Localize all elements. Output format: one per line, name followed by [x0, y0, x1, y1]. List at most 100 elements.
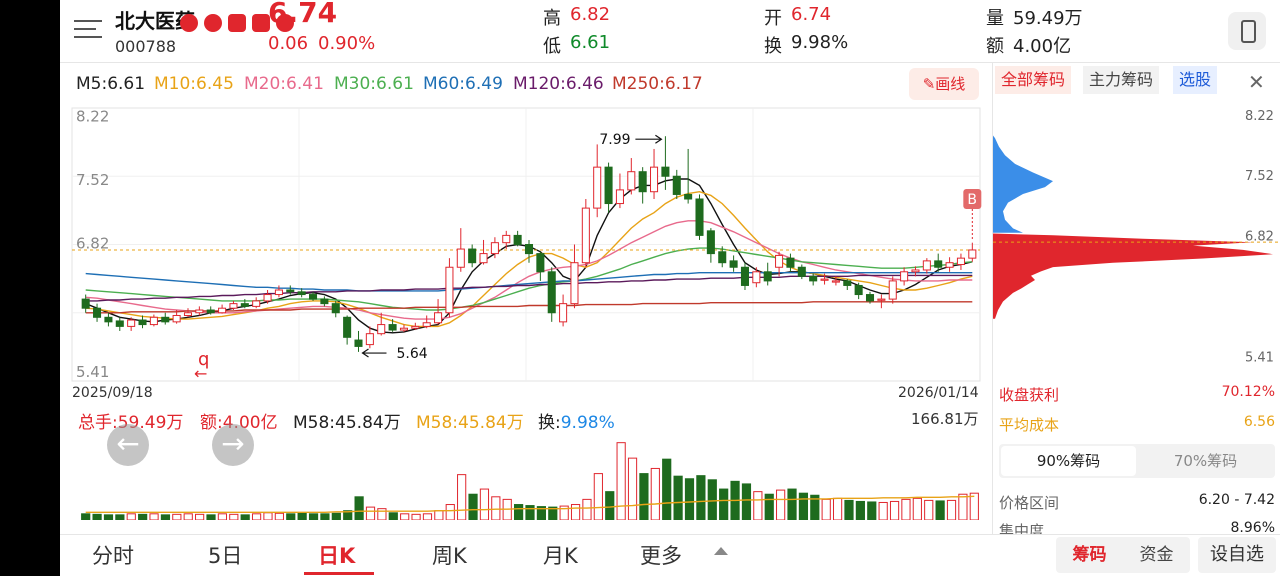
chart-prev-button[interactable]: ←: [107, 424, 149, 466]
volume-bar: [878, 501, 888, 520]
candle-body: [183, 312, 193, 316]
volume-bar: [206, 514, 216, 520]
ma-legend-item: M10:6.45: [154, 74, 234, 94]
candle-body: [786, 257, 795, 268]
draw-line-button[interactable]: ✎画线: [909, 68, 979, 100]
candle-body: [752, 271, 761, 284]
volume-bar: [434, 510, 444, 520]
amount-label: 额: [986, 36, 1004, 57]
add-watchlist-button[interactable]: 设自选: [1198, 537, 1276, 573]
candle-body: [377, 324, 386, 335]
candle-body: [593, 166, 602, 209]
chip-y-tick: 5.41: [1245, 351, 1274, 366]
candle-body: [149, 316, 158, 326]
volume-value: 59.49万: [1013, 8, 1083, 29]
y-tick-label: 8.22: [76, 107, 109, 125]
volume-bar: [103, 514, 114, 520]
volume-bar: [411, 513, 421, 520]
close-panel-button[interactable]: ✕: [1248, 70, 1265, 94]
chip-profile-red: [993, 233, 1273, 319]
volume-bar: [160, 514, 171, 520]
high-value: 6.82: [570, 4, 611, 25]
candle-body: [672, 175, 681, 195]
chip-tab-0[interactable]: 全部筹码: [995, 66, 1072, 94]
tab-4[interactable]: 月K: [543, 544, 578, 568]
volume-bar: [263, 512, 273, 520]
candle-body: [456, 248, 465, 268]
volume-bar: [183, 513, 193, 520]
bottom-right-tools: 筹码 资金: [1056, 537, 1190, 573]
tab-2[interactable]: 日K: [318, 544, 356, 568]
badge-icon-1: [180, 14, 198, 32]
tab-3[interactable]: 周K: [432, 544, 467, 568]
y-tick-label: 6.82: [76, 235, 109, 253]
low-label: 低: [543, 36, 561, 57]
volume-bar: [582, 498, 592, 520]
volume-bar: [308, 513, 319, 520]
candlestick-chart[interactable]: 8.22 7.52 6.82 5.41 7.99 5.64 B 2025/09/18 2026/…: [60, 100, 990, 401]
chart-next-button[interactable]: →: [212, 424, 254, 466]
volume-bar: [958, 493, 968, 520]
candle-body: [252, 300, 261, 307]
candle-body: [854, 284, 863, 296]
tab-5[interactable]: 更多: [640, 544, 682, 568]
pencil-icon: ✎: [922, 75, 936, 93]
fund-toggle-button[interactable]: 资金: [1139, 545, 1174, 565]
tab-active-underline: [304, 572, 374, 575]
candle-body: [422, 322, 431, 327]
draw-line-label: 画线: [935, 75, 966, 93]
vol-max-label: 166.81万: [911, 410, 979, 428]
volume-bar: [126, 513, 136, 520]
q-mark-label: q: [198, 349, 209, 370]
chip-toggle-button[interactable]: 筹码: [1072, 545, 1107, 565]
candle-body: [286, 289, 295, 293]
candle-body: [865, 294, 875, 302]
candle-body: [706, 230, 715, 255]
candle-body: [843, 280, 852, 286]
volume-bar: [684, 478, 695, 520]
candle-body: [945, 262, 954, 268]
phone-icon-button[interactable]: [1228, 12, 1266, 50]
high-label: 高: [543, 8, 561, 29]
volume-bar: [217, 513, 228, 520]
candle-body: [650, 166, 659, 193]
candle-body: [263, 294, 272, 302]
volume-bar: [354, 496, 364, 520]
more-arrow-icon[interactable]: [714, 547, 728, 555]
volume-bar: [776, 489, 786, 520]
candle-body: [274, 289, 283, 296]
volume-bar: [388, 512, 398, 520]
volume-bar: [479, 488, 490, 520]
chip-tab-1[interactable]: 主力筹码: [1083, 66, 1160, 94]
ma-legend-item: M5:6.61: [76, 74, 146, 94]
vol-turnover-value: 9.98%: [560, 413, 615, 433]
candle-body: [309, 294, 318, 300]
volume-bar: [719, 488, 729, 520]
range-row: 价格区间 6.20 - 7.42: [999, 492, 1275, 513]
pct-tab-70[interactable]: 70%筹码: [1173, 452, 1238, 470]
price-change-pct: 0.90%: [318, 33, 376, 54]
candle-body: [297, 291, 306, 296]
tab-0[interactable]: 分时: [92, 544, 134, 568]
tab-1[interactable]: 5日: [208, 544, 243, 568]
menu-icon[interactable]: [74, 18, 102, 40]
q-mark-arrow: ←: [194, 364, 207, 383]
candle-body: [365, 333, 374, 346]
volume-bar: [787, 488, 797, 520]
volume-bar: [229, 513, 239, 520]
last-price: 6.74: [268, 0, 338, 29]
pct-tab-90[interactable]: 90%筹码: [1001, 446, 1136, 476]
chip-tab-2[interactable]: 选股: [1173, 66, 1218, 94]
volume-bar: [844, 499, 854, 520]
candle-body: [740, 266, 749, 286]
volume-bar: [81, 513, 91, 520]
candle-body: [911, 269, 920, 273]
volume-bar: [912, 497, 922, 520]
candle-body: [922, 260, 931, 271]
candle-body: [581, 207, 590, 264]
volume-bar: [764, 493, 774, 520]
profit-row: 收盘获利 70.12%: [999, 384, 1275, 405]
volume-bar: [616, 442, 626, 520]
candle-body: [388, 324, 397, 331]
volume-bar: [457, 474, 467, 520]
